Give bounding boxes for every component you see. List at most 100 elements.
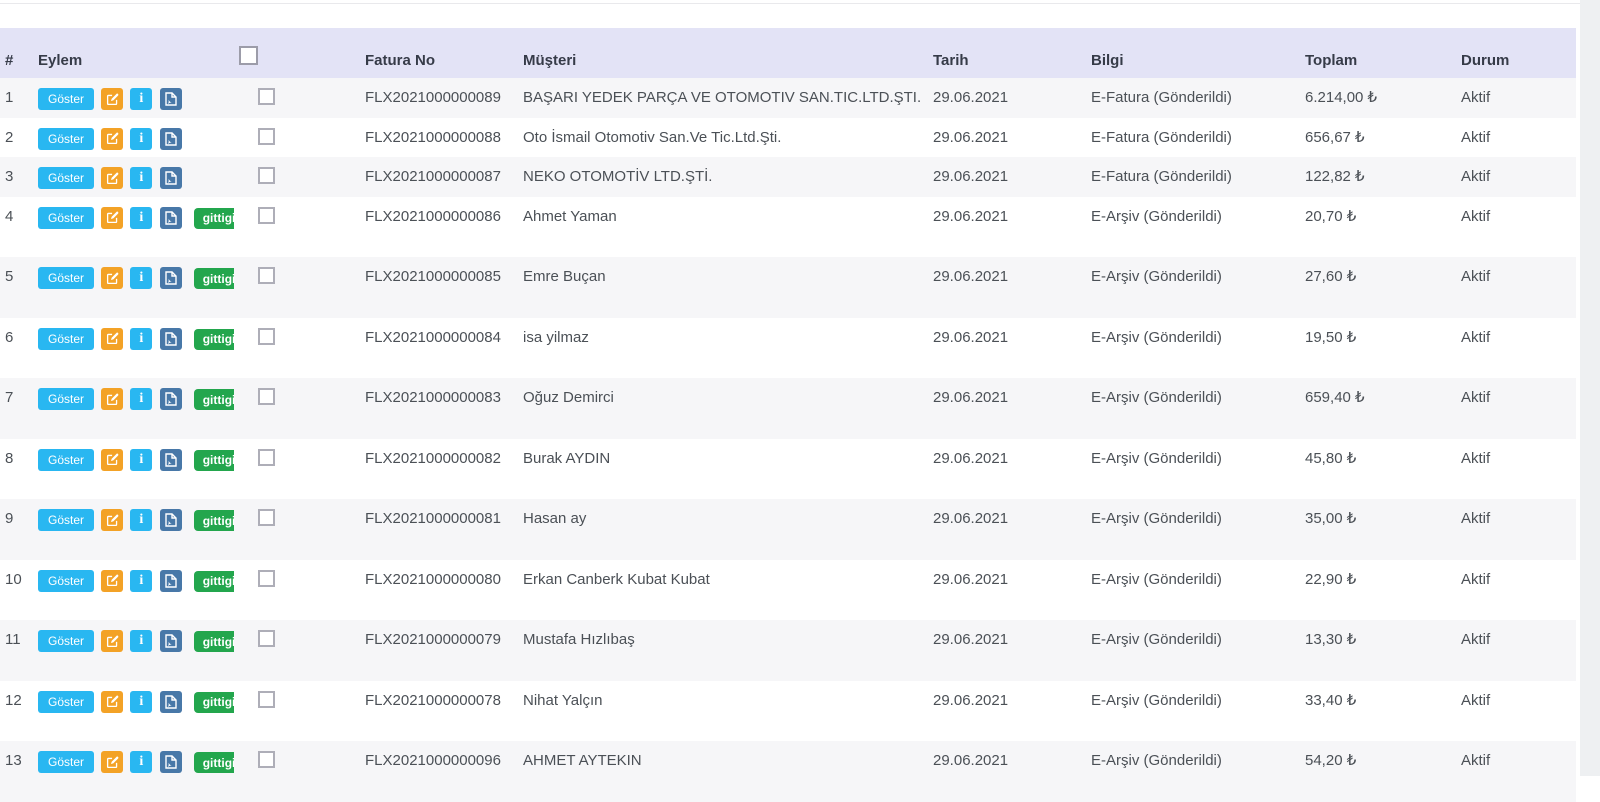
header-customer: Müşteri — [523, 52, 577, 69]
pdf-button[interactable] — [159, 690, 182, 713]
goster-button[interactable]: Göster — [38, 690, 95, 713]
gittigidiyor-badge: gittigidiyor — [193, 328, 234, 350]
row-checkbox[interactable] — [258, 690, 275, 708]
row-checkbox-cell — [234, 681, 360, 742]
row-checkbox[interactable] — [258, 167, 275, 184]
row-checkbox[interactable] — [258, 267, 275, 284]
edit-button[interactable] — [101, 167, 124, 189]
goster-button[interactable]: Göster — [38, 127, 95, 150]
row-index: 4 — [5, 207, 14, 225]
goster-button[interactable]: Göster — [38, 206, 95, 229]
pdf-button[interactable] — [159, 327, 182, 350]
pencil-square-icon — [106, 574, 119, 587]
invoice-info: E-Arşiv (Gönderildi) — [1091, 328, 1222, 346]
edit-button[interactable] — [101, 509, 124, 531]
invoice-total: 19,50 ₺ — [1305, 328, 1357, 346]
row-checkbox[interactable] — [258, 88, 275, 105]
goster-button[interactable]: Göster — [38, 167, 95, 189]
invoice-date: 29.06.2021 — [933, 128, 1009, 146]
invoice-info: E-Arşiv (Gönderildi) — [1091, 631, 1222, 648]
customer-name: Ahmet Yaman — [523, 207, 617, 225]
goster-button[interactable]: Göster — [38, 630, 95, 652]
row-checkbox[interactable] — [258, 127, 275, 145]
info-button[interactable]: i — [130, 267, 153, 289]
pdf-button[interactable] — [159, 88, 182, 110]
edit-button[interactable] — [101, 690, 124, 713]
pdf-button[interactable] — [159, 630, 182, 652]
goster-button[interactable]: Göster — [38, 388, 95, 410]
row-checkbox[interactable] — [258, 630, 275, 647]
info-button[interactable]: i — [130, 206, 153, 229]
row-checkbox[interactable] — [258, 448, 275, 466]
invoice-number: FLX2021000000085 — [365, 268, 501, 285]
row-checkbox[interactable] — [258, 388, 275, 405]
info-button[interactable]: i — [130, 327, 153, 350]
select-all-checkbox[interactable] — [239, 46, 258, 65]
row-checkbox[interactable] — [258, 206, 275, 224]
row-actions: Göster i gittigidiyor — [33, 257, 234, 318]
invoice-total: 122,82 ₺ — [1305, 168, 1365, 185]
row-checkbox[interactable] — [258, 509, 275, 526]
edit-button[interactable] — [101, 206, 124, 229]
pdf-button[interactable] — [159, 448, 182, 471]
row-checkbox[interactable] — [258, 569, 275, 587]
edit-button[interactable] — [101, 751, 124, 773]
pdf-file-icon — [164, 452, 177, 467]
info-button[interactable]: i — [130, 127, 153, 150]
pdf-button[interactable] — [159, 206, 182, 229]
invoice-total: 20,70 ₺ — [1305, 207, 1357, 225]
pdf-button[interactable] — [159, 167, 182, 189]
gittigidiyor-badge: gittigidiyor — [193, 389, 234, 410]
row-actions: Göster i gittigidiyor — [33, 439, 234, 500]
gittigidiyor-badge: gittigidiyor — [193, 691, 234, 713]
edit-button[interactable] — [101, 448, 124, 471]
edit-button[interactable] — [101, 569, 124, 592]
info-button[interactable]: i — [130, 630, 153, 652]
row-checkbox[interactable] — [258, 327, 275, 345]
info-button[interactable]: i — [130, 88, 153, 110]
goster-button[interactable]: Göster — [38, 509, 95, 531]
pdf-file-icon — [164, 331, 177, 346]
edit-button[interactable] — [101, 267, 124, 289]
edit-button[interactable] — [101, 327, 124, 350]
customer-name: Oğuz Demirci — [523, 389, 614, 406]
pdf-button[interactable] — [159, 751, 182, 773]
goster-button[interactable]: Göster — [38, 569, 95, 592]
pdf-button[interactable] — [159, 569, 182, 592]
edit-button[interactable] — [101, 630, 124, 652]
invoice-total: 22,90 ₺ — [1305, 570, 1357, 588]
pdf-button[interactable] — [159, 267, 182, 289]
row-checkbox-cell — [234, 560, 360, 621]
pdf-button[interactable] — [159, 509, 182, 531]
pdf-button[interactable] — [159, 127, 182, 150]
table-row: 3 Göster i FLX2021000000087 NEKO OTOMOT — [0, 157, 1576, 197]
goster-button[interactable]: Göster — [38, 267, 95, 289]
goster-button[interactable]: Göster — [38, 327, 95, 350]
pencil-square-icon — [106, 211, 119, 224]
edit-button[interactable] — [101, 88, 124, 110]
info-button[interactable]: i — [130, 388, 153, 410]
info-button[interactable]: i — [130, 569, 153, 592]
row-actions: Göster i gittigidiyor — [33, 681, 234, 742]
invoice-date: 29.06.2021 — [933, 449, 1009, 467]
customer-name: Hasan ay — [523, 510, 587, 527]
info-button[interactable]: i — [130, 448, 153, 471]
customer-name: Nihat Yalçın — [523, 691, 603, 709]
edit-button[interactable] — [101, 127, 124, 150]
pdf-button[interactable] — [159, 388, 182, 410]
row-checkbox[interactable] — [258, 751, 275, 768]
row-checkbox-cell — [234, 439, 360, 500]
info-button[interactable]: i — [130, 690, 153, 713]
goster-button[interactable]: Göster — [38, 751, 95, 773]
info-button[interactable]: i — [130, 751, 153, 773]
invoice-info: E-Arşiv (Gönderildi) — [1091, 752, 1222, 769]
goster-button[interactable]: Göster — [38, 448, 95, 471]
goster-button[interactable]: Göster — [38, 88, 95, 110]
row-index: 5 — [5, 268, 14, 285]
invoice-status: Aktif — [1461, 328, 1491, 346]
edit-button[interactable] — [101, 388, 124, 410]
table-row: 11 Göster i gittigidiyor FLX202100000007… — [0, 620, 1576, 681]
info-button[interactable]: i — [130, 509, 153, 531]
info-button[interactable]: i — [130, 167, 153, 189]
vertical-scrollbar[interactable] — [1580, 0, 1600, 776]
